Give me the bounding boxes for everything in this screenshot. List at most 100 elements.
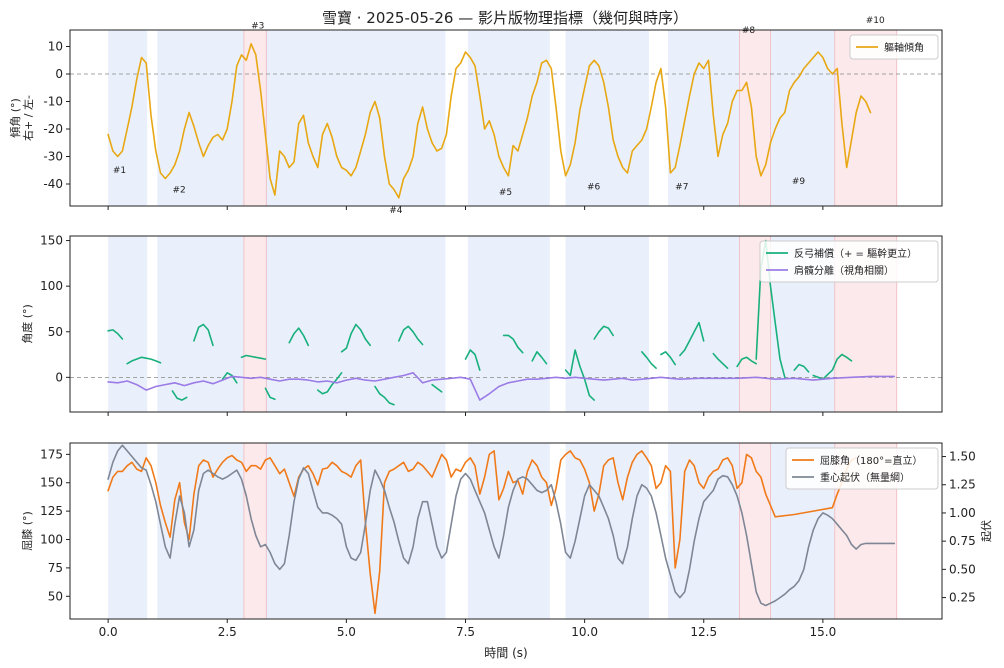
- y-tick-label: 50: [48, 325, 63, 339]
- y-tick-label: -10: [43, 95, 63, 109]
- series-2-1-segment-17: [564, 349, 595, 401]
- phase-band-1: [108, 443, 148, 619]
- annotation-8: #8: [742, 26, 756, 36]
- phase-band-4: [266, 443, 446, 619]
- phase-band-3: [243, 236, 267, 412]
- series-2-1-segment-26: [812, 353, 853, 380]
- series-2-1-segment-16: [531, 351, 548, 365]
- series-2-1-segment-8: [288, 327, 310, 347]
- series-2-1-segment-19: [641, 351, 657, 369]
- legend-entry: 肩髖分離（視角相關）: [794, 264, 894, 277]
- y-axis-label: 傾角 (°): [8, 98, 22, 138]
- chart-title: 雪寶 · 2025-05-26 — 影片版物理指標（幾何與時序）: [322, 9, 688, 27]
- y2-tick-label: 1.50: [949, 450, 976, 464]
- panel-3: 0.0 2.5 5.0 7.5 10.0 12.5 15.0 50 75 100 125 150 175…: [21, 442, 993, 639]
- series-2-1-segment-10: [340, 323, 371, 353]
- series-2-2-line: [107, 372, 896, 401]
- y2-axis-label: 起伏: [979, 520, 993, 542]
- series-3-1-line: [107, 450, 857, 615]
- annotation-5: #5: [499, 188, 512, 198]
- phase-band-1: [108, 236, 148, 412]
- x-tick-label: 12.5: [690, 625, 717, 639]
- y-tick-label: 100: [40, 279, 63, 293]
- y-tick-label: 0: [55, 67, 63, 81]
- series-2-1-segment-1: [107, 329, 124, 340]
- axes-frame: [69, 29, 943, 207]
- series-2-1-segment-21: [679, 321, 705, 357]
- y-tick-label: 0: [55, 370, 63, 384]
- series-2-1-segment-14: [464, 349, 481, 371]
- legend-entry: 反弓補償（+ = 驅幹更立）: [794, 247, 917, 260]
- series-2-1-segment-6: [240, 354, 267, 360]
- y-tick-label: 150: [40, 234, 63, 248]
- legend: 軀軸傾角: [849, 34, 939, 60]
- legend-entry: 軀軸傾角: [884, 41, 924, 54]
- series-2-1-segment-20: [660, 351, 676, 366]
- series-3-2-line: [107, 444, 896, 607]
- series-2-1-segment-23: [736, 356, 757, 368]
- axes-frame: [69, 442, 943, 620]
- x-tick-label: 0.0: [99, 625, 118, 639]
- y-tick-label: 75: [48, 561, 63, 575]
- series-2-1-segment-12: [398, 325, 424, 346]
- phase-band-7: [668, 30, 740, 206]
- annotation-2: #2: [172, 185, 185, 195]
- axes-frame: [69, 235, 943, 413]
- phase-band-7: [668, 236, 740, 412]
- legend-box: [759, 240, 939, 283]
- series-2-1-segment-7: [264, 387, 276, 400]
- series-2-1-segment-9: [317, 372, 343, 395]
- y-tick-label: 100: [40, 533, 63, 547]
- annotation-10: #10: [866, 16, 885, 26]
- y2-tick-label: 0.25: [949, 591, 976, 605]
- series-2-1-segment-15: [502, 334, 524, 354]
- y-tick-label: 10: [48, 40, 63, 54]
- x-tick-label: 2.5: [218, 625, 237, 639]
- y2-tick-label: 0.75: [949, 534, 976, 548]
- series-2-1-segment-11: [374, 385, 395, 406]
- phase-band-4: [266, 30, 446, 206]
- series-2-1-segment-25: [793, 363, 810, 373]
- x-axis-label: 時間 (s): [484, 646, 527, 660]
- annotation-1: #1: [113, 166, 126, 176]
- x-tick-label: 10.0: [571, 625, 598, 639]
- y-tick-label: -40: [43, 177, 63, 191]
- annotation-7: #7: [675, 183, 688, 193]
- legend: 屈膝角（180°=直立） 重心起伏（無量綱）: [785, 447, 939, 490]
- y2-tick-label: 0.50: [949, 562, 976, 576]
- phase-band-5: [467, 443, 550, 619]
- series-2-1-segment-4: [193, 323, 214, 347]
- y-tick-label: 50: [48, 589, 63, 603]
- y-axis-label: 角度 (°): [20, 304, 34, 344]
- series-2-1-segment-18: [593, 325, 614, 340]
- x-tick-label: 5.0: [337, 625, 356, 639]
- x-tick-label: 7.5: [456, 625, 475, 639]
- legend-box: [785, 447, 939, 490]
- phase-band-8: [739, 443, 771, 619]
- y-tick-label: 125: [40, 504, 63, 518]
- phase-band-2: [157, 236, 244, 412]
- panel-1: #1 #2 #3 #4 #5 #6 #7 #8 #9 #10 -40 -30 -20 -10 0 10 傾角 (…: [8, 16, 943, 216]
- annotation-6: #6: [587, 183, 601, 193]
- legend-entry: 重心起伏（無量綱）: [820, 471, 910, 484]
- y-tick-label: -30: [43, 150, 63, 164]
- panels: #1 #2 #3 #4 #5 #6 #7 #8 #9 #10 -40 -30 -20 -10 0 10 傾角 (…: [8, 16, 993, 639]
- series-2-1-segment-5: [221, 372, 238, 384]
- annotation-4: #4: [389, 206, 403, 216]
- series-2-1-segment-22: [712, 352, 729, 369]
- phase-band-6: [565, 236, 649, 412]
- phase-band-2: [157, 30, 244, 206]
- y-tick-label: 150: [40, 476, 63, 490]
- legend: 反弓補償（+ = 驅幹更立） 肩髖分離（視角相關）: [759, 240, 939, 283]
- phase-band-5: [467, 30, 550, 206]
- phase-band-6: [565, 443, 649, 619]
- annotation-3: #3: [251, 22, 264, 32]
- series-2-1-segment-3: [171, 390, 188, 401]
- phase-band-8: [739, 30, 771, 206]
- x-tick-label: 15.0: [810, 625, 837, 639]
- y-axis-label: 屈膝 (°): [21, 511, 34, 551]
- phase-band-1: [108, 30, 148, 206]
- panel-2: 0 50 100 150 角度 (°) 反弓補償（+ = 驅幹更立） 肩髖分離（視角相關）: [20, 234, 943, 416]
- annotation-9: #9: [792, 177, 806, 187]
